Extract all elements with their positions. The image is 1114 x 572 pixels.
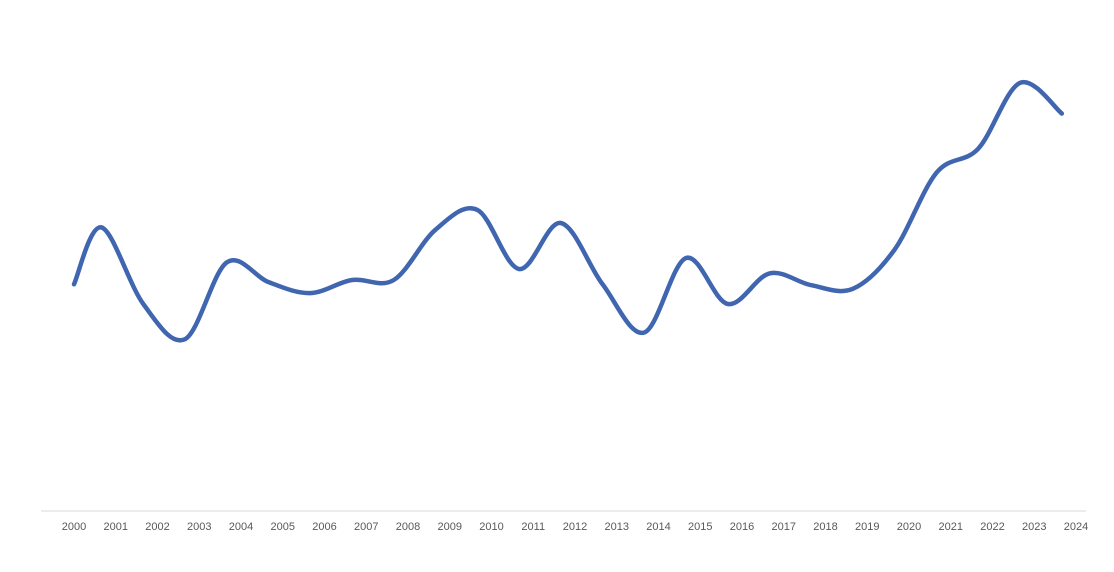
x-tick-label: 2017 xyxy=(772,521,796,533)
x-tick-label: 2010 xyxy=(479,521,503,533)
x-tick-label: 2005 xyxy=(271,521,295,533)
x-tick-label: 2016 xyxy=(730,521,754,533)
x-axis-ticks: 2000 2001 2002 2003 2004 2005 2006 2007 2008 2009… xyxy=(62,521,1088,533)
x-tick-label: 2018 xyxy=(813,521,837,533)
x-tick-label: 2009 xyxy=(438,521,462,533)
x-tick-label: 2022 xyxy=(980,521,1004,533)
x-tick-label: 2020 xyxy=(897,521,921,533)
x-tick-label: 2000 xyxy=(62,521,86,533)
x-tick-label: 2001 xyxy=(104,521,128,533)
x-tick-label: 2004 xyxy=(229,521,253,533)
x-tick-label: 2024 xyxy=(1064,521,1088,533)
x-tick-label: 2008 xyxy=(396,521,420,533)
x-tick-label: 2002 xyxy=(145,521,169,533)
series-line xyxy=(71,80,1065,343)
x-tick-label: 2023 xyxy=(1022,521,1046,533)
x-tick-label: 2012 xyxy=(563,521,587,533)
x-tick-label: 2006 xyxy=(312,521,336,533)
x-tick-label: 2003 xyxy=(187,521,211,533)
x-tick-label: 2013 xyxy=(605,521,629,533)
x-tick-label: 2015 xyxy=(688,521,712,533)
x-tick-label: 2007 xyxy=(354,521,378,533)
x-tick-label: 2011 xyxy=(521,521,545,533)
x-tick-label: 2021 xyxy=(939,521,963,533)
x-tick-label: 2019 xyxy=(855,521,879,533)
x-tick-label: 2014 xyxy=(646,521,670,533)
